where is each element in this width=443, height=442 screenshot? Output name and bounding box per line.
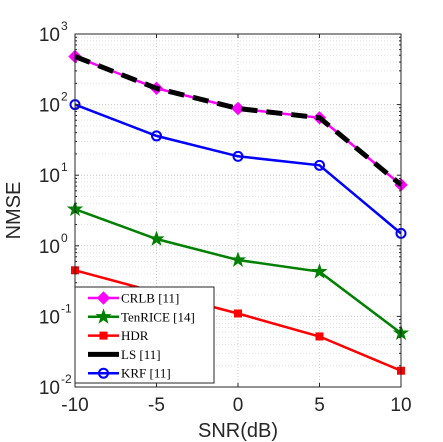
legend-label-hdr: HDR bbox=[121, 328, 149, 343]
data-point-tenrice-14 bbox=[229, 251, 247, 267]
legend-label-ls-11: LS [11] bbox=[121, 347, 161, 362]
x-axis-label: SNR(dB) bbox=[198, 420, 278, 442]
y-tick-exponent: -2 bbox=[61, 372, 72, 386]
x-tick-label: 0 bbox=[233, 395, 244, 416]
x-tick-label: -10 bbox=[61, 395, 88, 416]
y-tick-label: 10 bbox=[39, 307, 60, 328]
y-tick-label: 10 bbox=[39, 378, 60, 399]
legend-marker-tenrice-14 bbox=[95, 308, 112, 324]
legend-label-tenrice-14: TenRICE [14] bbox=[121, 309, 195, 324]
legend-label-krf-11: KRF [11] bbox=[121, 366, 171, 381]
y-tick-exponent: 2 bbox=[61, 90, 68, 104]
data-point-tenrice-14 bbox=[311, 263, 328, 279]
y-tick-label: 10 bbox=[39, 237, 60, 258]
series-line-ls-11 bbox=[74, 54, 403, 187]
legend-marker-krf-11 bbox=[98, 367, 109, 379]
legend: CRLB [11] TenRICE [14] HDR LS [11] KRF [11] bbox=[74, 286, 215, 384]
y-tick-exponent: 0 bbox=[61, 231, 68, 245]
data-point-krf-11 bbox=[314, 159, 325, 171]
y-tick-exponent: -1 bbox=[61, 301, 72, 315]
y-tick-exponent: 3 bbox=[61, 19, 68, 33]
x-tick-label: -5 bbox=[148, 395, 165, 416]
legend-label-crlb-11: CRLB [11] bbox=[121, 291, 179, 306]
x-tick-label: 10 bbox=[390, 395, 411, 416]
data-point-krf-11 bbox=[151, 130, 162, 142]
y-axis-label: NMSE bbox=[3, 182, 25, 240]
data-point-hdr bbox=[234, 309, 242, 318]
data-point-hdr bbox=[315, 332, 324, 341]
series-ls-11 bbox=[74, 54, 403, 187]
y-tick-label: 10 bbox=[39, 96, 60, 117]
legend-marker-crlb-11 bbox=[96, 291, 111, 305]
data-point-krf-11 bbox=[232, 150, 244, 162]
x-tick-label: 5 bbox=[314, 395, 325, 416]
series-layer bbox=[66, 49, 410, 375]
series-line-krf-11 bbox=[74, 103, 402, 235]
y-tick-label: 10 bbox=[39, 25, 60, 46]
legend-marker-hdr bbox=[99, 331, 108, 340]
data-point-tenrice-14 bbox=[148, 230, 165, 246]
y-tick-label: 10 bbox=[39, 166, 60, 187]
y-tick-exponent: 1 bbox=[61, 160, 68, 174]
